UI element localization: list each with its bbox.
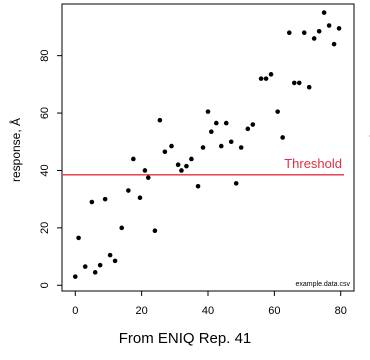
- data-point: [213, 120, 219, 126]
- data-point: [152, 228, 158, 234]
- data-point: [200, 145, 206, 150]
- x-tick-label: 60: [268, 305, 280, 317]
- data-point: [238, 145, 244, 150]
- corner-note: example.data.csv: [296, 281, 351, 288]
- data-point: [245, 126, 251, 132]
- data-point: [169, 143, 174, 149]
- data-point: [107, 252, 113, 258]
- data-point: [72, 274, 78, 279]
- threshold-label: Threshold: [284, 156, 342, 171]
- x-tick-label: 0: [72, 305, 78, 317]
- x-tick-label: 80: [335, 305, 347, 317]
- data-point: [250, 122, 256, 127]
- data-point: [145, 175, 151, 180]
- data-point: [258, 76, 264, 81]
- data-point: [189, 156, 194, 162]
- plot-frame: [61, 3, 355, 292]
- data-point: [179, 168, 184, 173]
- y-tick-label: 80: [39, 50, 51, 62]
- data-point: [233, 181, 239, 186]
- data-point: [126, 188, 131, 193]
- data-point: [89, 199, 95, 205]
- y-tick-label: 40: [39, 164, 51, 176]
- data-point: [97, 262, 103, 268]
- data-point: [175, 162, 181, 168]
- data-point: [112, 258, 118, 264]
- figure-caption: From ENIQ Rep. 41: [118, 330, 252, 347]
- data-point: [275, 109, 280, 114]
- data-point: [280, 135, 285, 140]
- data-point: [92, 270, 98, 275]
- data-point: [131, 156, 136, 162]
- data-point: [326, 23, 332, 28]
- y-tick-label: 0: [39, 282, 51, 288]
- data-point: [142, 168, 148, 173]
- data-point: [218, 143, 224, 149]
- x-tick-label: 20: [136, 305, 148, 317]
- data-point: [268, 72, 274, 77]
- data-point: [195, 183, 201, 189]
- data-point: [316, 28, 322, 34]
- data-point: [321, 10, 327, 15]
- data-point: [296, 80, 302, 86]
- data-point: [336, 26, 342, 31]
- data-point: [263, 76, 269, 81]
- y-tick-label: 20: [39, 222, 51, 234]
- data-point: [137, 195, 143, 201]
- data-point: [205, 109, 211, 114]
- data-point: [331, 41, 337, 47]
- data-point: [82, 264, 88, 269]
- data-point: [102, 196, 108, 202]
- data-point: [228, 139, 234, 145]
- y-axis-label: response, Å: [8, 118, 23, 182]
- data-point: [157, 117, 163, 123]
- data-point: [301, 30, 307, 35]
- data-point: [162, 149, 168, 155]
- data-point: [76, 235, 81, 241]
- data-point: [223, 120, 229, 126]
- data-point: [184, 163, 189, 169]
- data-point: [291, 80, 297, 86]
- data-point: [119, 225, 125, 231]
- data-point: [209, 129, 214, 135]
- data-point: [286, 30, 292, 35]
- data-point: [306, 84, 312, 90]
- data-point: [311, 36, 317, 41]
- x-tick-label: 40: [202, 305, 214, 317]
- y-tick-label: 60: [39, 107, 51, 119]
